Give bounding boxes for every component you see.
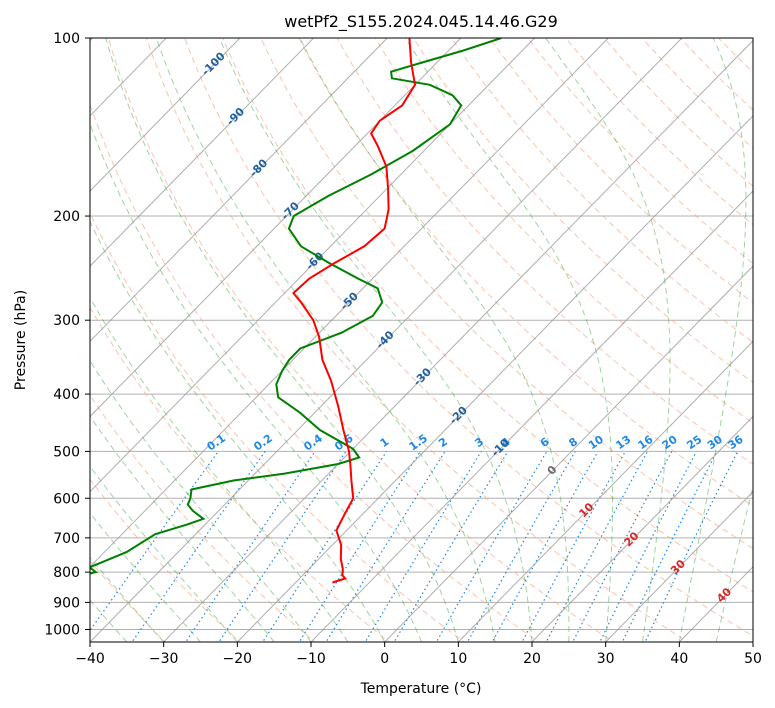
isotherm-line: [383, 265, 753, 642]
mixing-ratio-line: [218, 451, 347, 642]
mixing-ratio-line: [131, 451, 266, 642]
mixing-ratio-line: [435, 451, 548, 642]
temperature-series-line: [292, 38, 417, 584]
mixing-ratio-line: [325, 451, 446, 642]
pressure-gridlines: [90, 38, 753, 630]
dewpoint-series-line: [90, 38, 502, 575]
moist-adiabat-line: [90, 296, 349, 642]
isotherm-line: [90, 38, 315, 267]
mixing-ratio-line: [572, 451, 673, 642]
y-axis-label: Pressure (hPa): [13, 290, 29, 390]
isotherm-line: [90, 38, 388, 343]
x-tick-label: 20: [523, 651, 541, 667]
isotherm-line: [90, 38, 609, 568]
moist-adiabat-line: [90, 122, 422, 642]
moist-adiabat-line: [545, 38, 671, 642]
moist-adiabat-line: [218, 38, 533, 642]
x-tick-label: 0: [380, 651, 389, 667]
dry-adiabat-line: [90, 211, 465, 642]
isotherm-line: [310, 190, 753, 642]
moist-adiabat-line: [404, 38, 613, 642]
isotherm-line: [90, 38, 241, 192]
x-tick-label: −10: [296, 651, 326, 667]
moist-adiabat-line: [715, 484, 753, 642]
dry-adiabat-line: [90, 306, 391, 642]
dry-adiabat-line: [90, 394, 316, 642]
moist-adiabat-line: [90, 512, 201, 642]
y-tick-label: 700: [53, 531, 80, 547]
dry-adiabat-line: [107, 38, 615, 642]
isotherm-line: [531, 415, 753, 642]
dry-adiabat-line: [184, 38, 753, 637]
y-axis: 100 200 300 400 500 600 700 800 900 1000: [44, 31, 90, 638]
x-tick-label: −30: [149, 651, 179, 667]
dry-adiabat-line: [450, 38, 753, 343]
y-tick-label: 800: [53, 565, 80, 581]
mixing-ratio-line: [262, 451, 388, 642]
y-tick-label: 600: [53, 491, 80, 507]
isotherm-line: [236, 115, 753, 642]
moist-adiabat-line: [155, 38, 496, 642]
x-axis: −40 −30 −20 −10 0 10 20 30 40 50: [75, 642, 762, 667]
y-tick-label: 300: [53, 313, 80, 329]
mixing-ratio-line: [364, 451, 482, 642]
mixing-ratio-lines: [90, 451, 739, 642]
dry-adiabat-line: [90, 478, 241, 642]
isotherm-line: [90, 38, 683, 642]
x-tick-label: −40: [75, 651, 105, 667]
moist-adiabats: [90, 38, 753, 642]
moist-adiabat-line: [678, 38, 747, 642]
x-tick-label: 50: [744, 651, 762, 667]
x-tick-label: 30: [597, 651, 615, 667]
mixing-ratio-line: [393, 451, 509, 642]
y-tick-label: 900: [53, 595, 80, 611]
isotherm-line: [457, 340, 753, 642]
moist-adiabat-line: [90, 465, 238, 642]
y-tick-label: 400: [53, 387, 80, 403]
y-tick-label: 1000: [44, 622, 80, 638]
x-tick-label: −20: [223, 651, 253, 667]
dry-adiabats: [90, 38, 753, 642]
isotherm-line: [162, 39, 753, 642]
isotherm-line: [90, 38, 536, 493]
moist-adiabat-line: [90, 359, 312, 642]
y-tick-label: 500: [53, 444, 80, 460]
x-axis-label: Temperature (°C): [360, 681, 482, 697]
mixing-ratio-line: [599, 451, 697, 642]
x-tick-label: 10: [449, 651, 467, 667]
mixing-ratio-line: [185, 451, 316, 642]
dry-adiabat-line: [90, 102, 540, 642]
chart-title: wetPf2_S155.2024.045.14.46.G29: [284, 12, 558, 32]
y-tick-label: 100: [53, 31, 80, 47]
isotherm-line: [604, 490, 753, 642]
x-tick-label: 40: [670, 651, 688, 667]
plot-frame: [89, 37, 754, 643]
moist-adiabat-line: [90, 220, 386, 642]
y-tick-label: 200: [53, 209, 80, 225]
mixing-ratio-line: [298, 451, 421, 642]
dry-adiabat-line: [488, 38, 753, 304]
